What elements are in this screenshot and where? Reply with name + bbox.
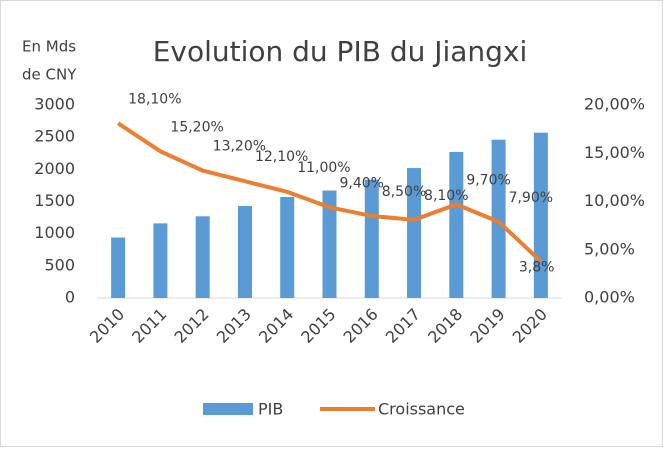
bar [195,216,210,298]
legend-swatch [203,403,253,415]
data-label: 15,20% [170,119,223,135]
bar [364,179,379,298]
data-label: 3,8% [519,259,555,275]
data-label: 13,20% [213,139,266,155]
data-label: 9,70% [466,172,510,188]
y2-tick-label: 15,00% [584,143,645,162]
y2-tick-label: 20,00% [584,95,645,114]
y-tick-label: 0 [65,288,75,307]
y-tick-label: 1000 [34,223,75,242]
bar [153,223,168,298]
data-label: 12,10% [255,149,308,165]
data-label: 9,40% [340,175,384,191]
chart-title: Evolution du PIB du Jiangxi [153,35,528,68]
legend-label: PIB [258,400,283,419]
data-label: 11,00% [297,160,350,176]
y-tick-label: 2500 [34,127,75,146]
bar [111,237,126,298]
y-tick-label: 3000 [34,95,75,114]
data-label: 8,10% [424,188,468,204]
line [117,121,543,263]
y2-tick-label: 0,00% [584,288,635,307]
y-tick-label: 500 [44,255,75,274]
bar [280,196,295,298]
y-tick-label: 2000 [34,159,75,178]
data-label: 18,10% [128,91,181,107]
y-axis-label: En Mds [22,38,76,56]
data-label: 7,90% [509,190,553,206]
y2-tick-label: 5,00% [584,239,635,258]
bar [449,151,464,298]
bar [407,168,422,298]
data-label: 8,50% [382,184,426,200]
bar [322,190,337,298]
y-tick-label: 1500 [34,191,75,210]
bar [237,206,252,298]
y2-tick-label: 10,00% [584,191,645,210]
bar [491,139,506,298]
y-axis-label: de CNY [22,66,77,84]
legend-label: Croissance [378,400,465,419]
